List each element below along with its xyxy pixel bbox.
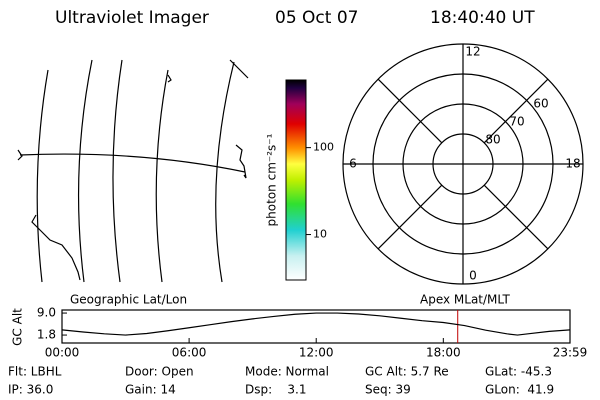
colorbar-tick-label: 100 (313, 141, 334, 154)
x-tick-label: 12:00 (299, 346, 334, 360)
y-tick-label: 1.8 (37, 328, 56, 342)
footer: Flt: LBHL Door: Open Mode: Normal GC Alt: 5… (8, 365, 554, 397)
mlt-label: 18 (565, 157, 580, 171)
polar-spoke (377, 78, 443, 144)
mlt-label: 12 (465, 45, 480, 59)
status-field: Gain: 14 (125, 383, 176, 397)
status-field: Mode: Normal (245, 365, 329, 379)
status-field: GC Alt: 5.7 Re (365, 365, 449, 379)
y-axis-label: GC Alt (11, 308, 25, 346)
title: Ultraviolet Imager (55, 8, 209, 28)
status-field: IP: 36.0 (8, 383, 53, 397)
polar-spoke (377, 184, 443, 250)
polar-spoke (483, 184, 549, 250)
x-tick-label: 18:00 (426, 346, 461, 360)
x-tick-label: 06:00 (172, 346, 207, 360)
mlt-label: 6 (349, 157, 357, 171)
date: 05 Oct 07 (275, 8, 358, 28)
status-field: GLon: 41.9 (485, 383, 554, 397)
polar-spoke (483, 78, 549, 144)
time: 18:40:40 UT (430, 8, 535, 28)
colorbar-label: photon cm⁻²s⁻¹ (265, 133, 279, 226)
x-tick-label: 23:59 (553, 346, 588, 360)
altitude-line (61, 312, 571, 336)
map (17, 59, 249, 283)
mlt-label: 0 (469, 269, 477, 283)
plot-label: Geographic Lat/Lon (70, 293, 187, 307)
polar-ring-label: 80 (485, 133, 500, 147)
y-tick-label: 9.0 (37, 306, 56, 320)
status-field: Flt: LBHL (8, 365, 62, 379)
status-field: Door: Open (125, 365, 194, 379)
plot-label: Apex MLat/MLT (420, 293, 510, 307)
polar-ring-label: 70 (509, 115, 524, 129)
status-field: Dsp: 3.1 (245, 383, 307, 397)
status-field: Seq: 39 (365, 383, 411, 397)
polar-ring-label: 60 (533, 97, 548, 111)
colorbar-tick-label: 10 (313, 228, 327, 241)
x-tick-label: 00:00 (45, 346, 80, 360)
status-field: GLat: -45.3 (485, 365, 552, 379)
colorbar (285, 79, 307, 281)
